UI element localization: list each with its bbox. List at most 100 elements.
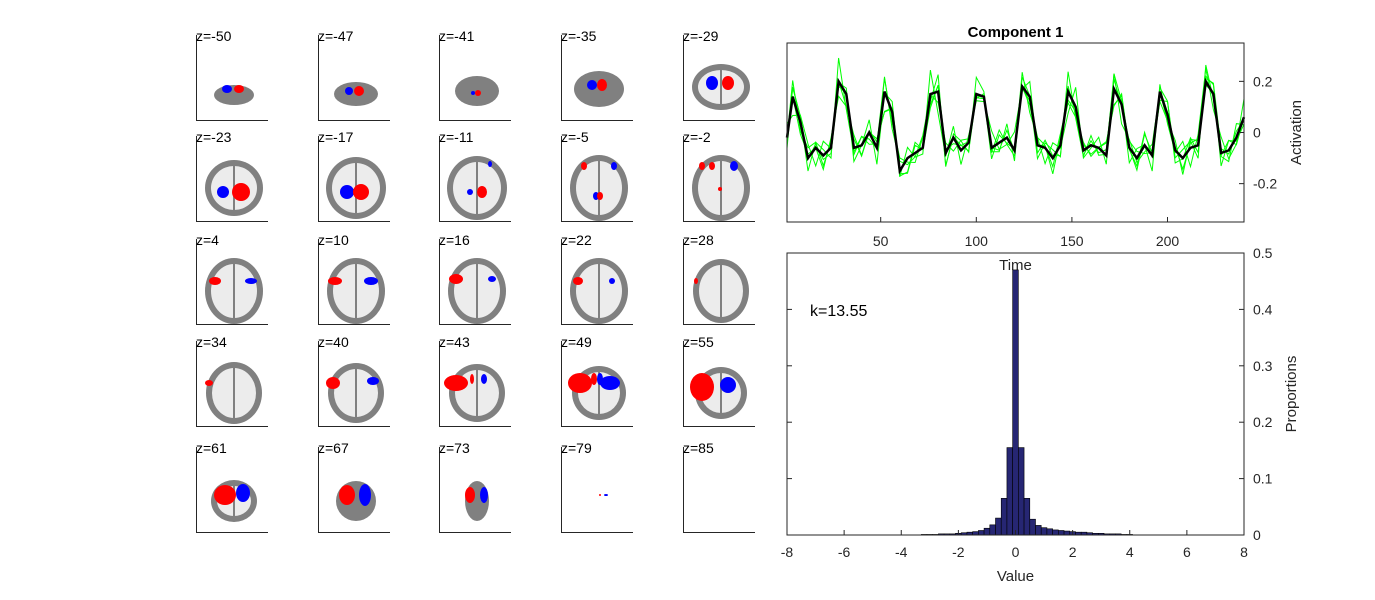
y-tick-label: -0.2 (1253, 176, 1277, 192)
positive-activation (581, 162, 587, 170)
y-tick-label: 0 (1253, 125, 1261, 141)
positive-activation (209, 277, 221, 285)
slice-label: z=10 (318, 232, 349, 248)
positive-activation (597, 79, 607, 91)
brain-slice (439, 136, 511, 222)
negative-activation (488, 161, 492, 167)
midline (476, 160, 478, 216)
midline (476, 262, 478, 320)
negative-activation (481, 374, 487, 384)
midline (720, 263, 722, 319)
negative-activation (730, 161, 738, 171)
slice-label: z=43 (439, 334, 470, 350)
positive-activation (353, 184, 369, 200)
midline (598, 370, 600, 416)
slice-label: z=-41 (439, 28, 475, 44)
positive-activation (449, 274, 463, 284)
brain-slice (561, 447, 633, 533)
x-tick-label: 100 (965, 233, 989, 249)
slice-label: z=55 (683, 334, 714, 350)
slice-image (205, 258, 263, 324)
positive-activation (326, 377, 340, 389)
negative-activation (345, 87, 353, 95)
brain-slice (196, 447, 268, 533)
slice-label: z=-29 (683, 28, 719, 44)
slice-label: z=-35 (561, 28, 597, 44)
slice-image (205, 362, 262, 424)
positive-activation (573, 277, 583, 285)
positive-activation (214, 485, 236, 505)
midline (355, 262, 357, 320)
midline (598, 262, 600, 320)
positive-activation (470, 374, 474, 384)
brain-slice (318, 239, 390, 325)
midline (598, 159, 600, 217)
slice-image (455, 76, 499, 106)
brain-slice (561, 239, 633, 325)
negative-activation (480, 487, 488, 503)
slice-image (448, 258, 506, 324)
slice-label: z=40 (318, 334, 349, 350)
negative-activation (600, 376, 620, 390)
brain-slice (683, 35, 755, 121)
brain-slice (561, 136, 633, 222)
positive-activation (722, 76, 734, 90)
negative-activation (706, 76, 718, 90)
positive-activation (477, 186, 487, 198)
slice-label: z=-11 (439, 129, 474, 145)
slice-image (692, 155, 750, 221)
brain-slice (439, 447, 511, 533)
y-tick-label: 0.2 (1253, 73, 1273, 89)
positive-activation (599, 494, 601, 496)
slice-image (214, 85, 254, 105)
negative-activation (488, 276, 496, 282)
negative-activation (340, 185, 354, 199)
positive-activation (328, 277, 342, 285)
slice-image (568, 366, 626, 420)
brain-slice (439, 341, 511, 427)
negative-activation (222, 85, 232, 93)
slice-image (447, 156, 507, 220)
slice-label: z=73 (439, 440, 470, 456)
slice-label: z=85 (683, 440, 714, 456)
negative-activation (467, 189, 473, 195)
slice-image (570, 155, 628, 221)
subject-trace (786, 68, 1245, 177)
negative-activation (245, 278, 257, 284)
slice-image (570, 258, 628, 324)
slice-image (465, 481, 489, 521)
slice-image (211, 480, 257, 522)
positive-activation (354, 86, 364, 96)
midline (720, 68, 722, 106)
slice-label: z=28 (683, 232, 714, 248)
slice-image (336, 481, 376, 521)
positive-activation (694, 278, 698, 284)
positive-activation (234, 85, 244, 93)
positive-activation (709, 162, 715, 170)
brain-slice (561, 35, 633, 121)
brain-slice (318, 447, 390, 533)
brain-slice (683, 136, 755, 222)
y-axis-label: Activation (1288, 100, 1305, 165)
slice-label: z=79 (561, 440, 592, 456)
slice-image (444, 364, 505, 422)
slice-image (327, 258, 385, 324)
negative-activation (364, 277, 378, 285)
slice-label: z=-5 (561, 129, 589, 145)
positive-activation (591, 373, 597, 385)
slice-label: z=61 (196, 440, 227, 456)
negative-activation (217, 186, 229, 198)
negative-activation (611, 162, 617, 170)
x-tick-label: 150 (1060, 233, 1084, 249)
brain-slice (683, 447, 755, 533)
negative-activation (359, 484, 371, 506)
brain-slice (683, 239, 755, 325)
brain-slice (318, 341, 390, 427)
slice-image (326, 157, 386, 219)
slice-label: z=22 (561, 232, 592, 248)
x-tick-label: 50 (873, 233, 889, 249)
positive-activation (699, 162, 705, 170)
slice-image (690, 367, 747, 419)
brain-slice (196, 239, 268, 325)
